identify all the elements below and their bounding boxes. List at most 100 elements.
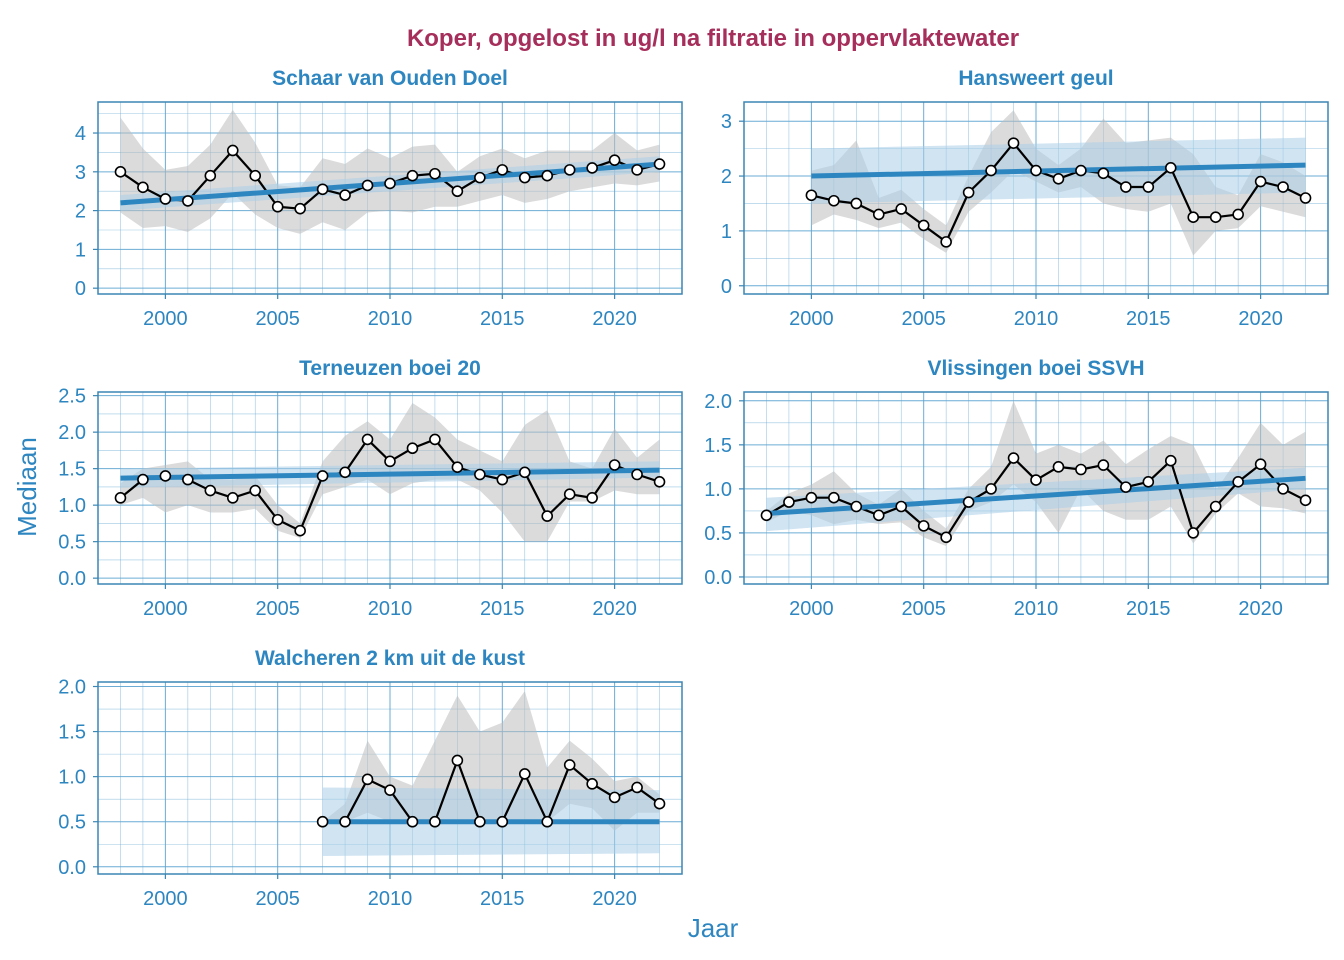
x-tick-label: 2005	[901, 308, 946, 330]
data-point	[1164, 162, 1177, 174]
data-point	[429, 815, 441, 828]
y-tick-label: 4	[75, 123, 86, 145]
x-tick-label: 2010	[368, 308, 413, 330]
data-point	[586, 778, 598, 790]
y-tick-label: 1	[721, 221, 732, 243]
y-tick-label: 2	[721, 166, 732, 188]
data-point	[496, 473, 509, 486]
data-point	[226, 144, 239, 157]
data-point	[159, 470, 172, 482]
data-point	[760, 509, 773, 522]
data-point	[1299, 494, 1312, 507]
x-tick-label: 2000	[143, 308, 188, 330]
data-point	[137, 473, 149, 486]
y-tick-label: 1.0	[704, 479, 732, 501]
data-point	[631, 468, 643, 481]
x-tick-label: 2015	[480, 598, 525, 620]
data-point	[474, 468, 486, 481]
y-tick-label: 2.0	[58, 422, 86, 444]
data-point	[1277, 483, 1289, 495]
data-point	[1097, 167, 1110, 180]
data-point	[1299, 192, 1312, 204]
data-point	[406, 442, 419, 455]
trend-line	[811, 162, 1306, 179]
y-tick-label: 0.5	[704, 523, 732, 545]
data-point	[1097, 459, 1110, 471]
x-tick-label: 2010	[1014, 308, 1059, 330]
x-tick-label: 2015	[1126, 308, 1171, 330]
data-point	[249, 484, 262, 497]
data-point	[429, 433, 441, 446]
y-tick-label: 2.0	[704, 391, 732, 413]
panel-title: Vlissingen boei SSVH	[927, 357, 1144, 380]
data-point	[496, 815, 509, 828]
data-point	[429, 167, 441, 180]
data-point	[783, 496, 795, 508]
trend-line	[120, 467, 660, 481]
data-point	[962, 186, 975, 199]
data-point	[249, 169, 262, 182]
x-tick-label: 2020	[592, 308, 637, 330]
panel-title: Schaar van Ouden Doel	[272, 67, 508, 90]
x-tick-label: 2020	[1238, 308, 1283, 330]
x-tick-label: 2005	[901, 598, 946, 620]
data-point	[917, 520, 930, 532]
y-tick-label: 1.5	[58, 459, 86, 481]
data-point	[316, 815, 329, 828]
data-point	[850, 197, 863, 210]
y-tick-label: 0	[721, 276, 732, 298]
data-points	[114, 144, 666, 215]
data-point	[339, 815, 351, 828]
data-point	[895, 500, 908, 513]
data-point	[1075, 463, 1087, 476]
panel-4: Vlissingen boei SSVH 2000 2005 2010 2015 2020…	[704, 357, 1329, 620]
x-tick-label: 2005	[255, 598, 300, 620]
uncertainty-ribbon	[120, 109, 660, 234]
data-point	[474, 171, 486, 184]
data-point	[586, 492, 598, 504]
data-point	[137, 181, 149, 194]
data-point	[828, 491, 840, 504]
y-tick-label: 2.0	[58, 677, 86, 699]
data-point	[1007, 137, 1020, 149]
data-point	[114, 492, 127, 504]
x-tick-label: 2020	[592, 598, 637, 620]
data-point	[563, 164, 576, 176]
chart-title: Koper, opgelost in ug/l na filtratie in …	[407, 25, 1019, 52]
data-point	[518, 466, 531, 479]
data-point	[563, 759, 576, 771]
data-point	[316, 183, 329, 196]
data-point	[631, 164, 643, 176]
data-point	[1277, 181, 1289, 193]
data-point	[204, 169, 217, 182]
data-point	[850, 500, 863, 513]
y-tick-label: 1.5	[704, 435, 732, 457]
x-tick-label: 2000	[143, 888, 188, 910]
y-tick-label: 1.5	[58, 722, 86, 744]
y-tick-label: 3	[75, 162, 86, 184]
data-point	[895, 203, 908, 215]
data-point	[1187, 211, 1200, 223]
data-point	[294, 524, 306, 537]
y-tick-label: 2.5	[58, 386, 86, 408]
y-tick-label: 0.0	[58, 568, 86, 590]
panel-title: Hansweert geul	[958, 67, 1113, 90]
data-point	[608, 154, 621, 166]
panel-title: Walcheren 2 km uit de kust	[255, 647, 525, 670]
x-tick-label: 2010	[368, 888, 413, 910]
x-tick-label: 2005	[255, 308, 300, 330]
data-point	[985, 164, 997, 177]
data-point	[828, 194, 840, 207]
x-tick-label: 2010	[1014, 598, 1059, 620]
data-point	[339, 189, 351, 201]
data-point	[541, 510, 554, 522]
data-point	[451, 754, 464, 767]
data-point	[805, 491, 818, 504]
y-tick-label: 1.0	[58, 495, 86, 517]
data-point	[204, 484, 217, 497]
data-point	[518, 768, 531, 780]
data-point	[316, 470, 329, 482]
data-point	[271, 513, 284, 526]
data-point	[653, 797, 666, 810]
data-point	[406, 169, 419, 182]
